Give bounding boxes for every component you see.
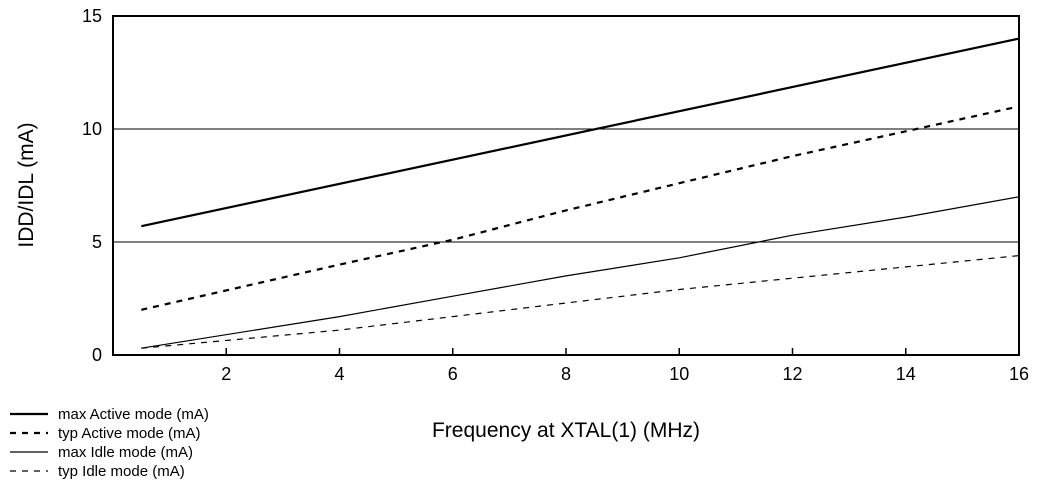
series-layer — [141, 37, 1020, 349]
y-axis-title: IDD/IDL (mA) — [15, 122, 38, 247]
y-tick-label: 10 — [82, 119, 102, 139]
legend-label-2: typ Active mode (mA) — [58, 425, 201, 442]
y-tick-label: 0 — [92, 345, 102, 365]
grid-layer — [113, 128, 1019, 243]
y-tick-label: 5 — [92, 232, 102, 252]
x-tick-label: 14 — [896, 364, 916, 384]
x-tick-label: 10 — [669, 364, 689, 384]
legend: max Active mode (mA) typ Active mode (mA)… — [10, 406, 209, 480]
series-line-3 — [141, 196, 1020, 349]
x-tick-label: 8 — [561, 364, 571, 384]
x-tick-label: 12 — [782, 364, 802, 384]
tick-layer: 2 4 6 8 10 12 14 16 0 5 10 15 — [82, 6, 1029, 384]
series-line-4 — [141, 255, 1020, 349]
x-tick-label: 6 — [448, 364, 458, 384]
x-tick-label: 4 — [334, 364, 344, 384]
y-tick-label: 15 — [82, 6, 102, 26]
legend-label-3: max Idle mode (mA) — [58, 444, 193, 461]
series-line-1 — [141, 37, 1020, 228]
legend-label-4: typ Idle mode (mA) — [58, 463, 185, 480]
series-line-2 — [141, 105, 1020, 311]
x-tick-label: 2 — [221, 364, 231, 384]
x-axis-title: Frequency at XTAL(1) (MHz) — [432, 419, 700, 442]
x-tick-label: 16 — [1009, 364, 1029, 384]
legend-label-1: max Active mode (mA) — [58, 406, 209, 423]
